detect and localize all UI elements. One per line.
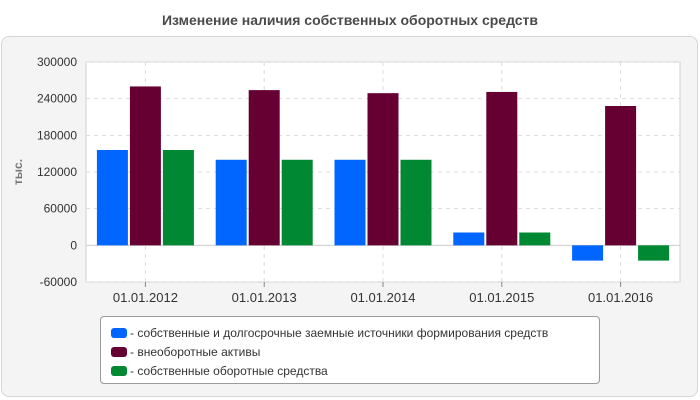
bar-series-1-01.01.2015 <box>453 232 485 246</box>
bar-series-1-01.01.2016 <box>572 245 604 261</box>
y-tick-label: 120000 <box>37 165 77 179</box>
legend-item-own-working-capital: - собственные оборотные средства <box>111 361 599 380</box>
bar-series-2-01.01.2015 <box>486 91 518 246</box>
bar-series-2-01.01.2013 <box>248 90 280 246</box>
y-tick-label: 180000 <box>37 128 77 142</box>
x-tick-label: 01.01.2014 <box>350 290 415 305</box>
legend-item-non-current-assets: - внеоборотные активы <box>111 342 599 361</box>
y-tick-label: -60000 <box>40 275 78 289</box>
y-tick-label: 300000 <box>37 55 77 69</box>
legend-swatch-series-3 <box>111 365 127 376</box>
y-axis-title: тыс. <box>11 159 25 185</box>
legend-item-own-and-long-term-sources: - собственные и долгосрочные заемные ист… <box>111 323 599 342</box>
x-tick-label: 01.01.2016 <box>588 290 653 305</box>
x-tick-label: 01.01.2012 <box>113 290 178 305</box>
legend-label-series-1: - собственные и долгосрочные заемные ист… <box>130 325 549 340</box>
legend-swatch-series-2 <box>111 346 127 357</box>
y-tick-label: 0 <box>70 238 77 252</box>
legend-swatch-series-1 <box>111 327 127 338</box>
bar-series-3-01.01.2015 <box>519 232 551 246</box>
bar-series-1-01.01.2014 <box>334 159 366 246</box>
bar-series-3-01.01.2013 <box>281 159 313 246</box>
bar-series-1-01.01.2013 <box>215 159 247 246</box>
y-tick-label: 240000 <box>37 92 77 106</box>
legend-label-series-2: - внеоборотные активы <box>130 344 261 359</box>
chart-title: Изменение наличия собственных оборотных … <box>161 12 539 28</box>
x-tick-label: 01.01.2015 <box>469 290 534 305</box>
legend-label-series-3: - собственные оборотные средства <box>130 363 328 378</box>
bar-series-3-01.01.2016 <box>638 245 670 261</box>
bar-series-3-01.01.2012 <box>162 150 194 246</box>
bar-series-3-01.01.2014 <box>400 159 432 246</box>
y-tick-label: 60000 <box>44 202 78 216</box>
bar-series-2-01.01.2014 <box>367 93 399 246</box>
chart-legend: - собственные и долгосрочные заемные ист… <box>100 316 600 384</box>
bar-series-2-01.01.2016 <box>605 106 637 246</box>
bar-series-1-01.01.2012 <box>96 150 128 246</box>
bar-series-2-01.01.2012 <box>129 86 161 246</box>
x-tick-label: 01.01.2013 <box>232 290 297 305</box>
